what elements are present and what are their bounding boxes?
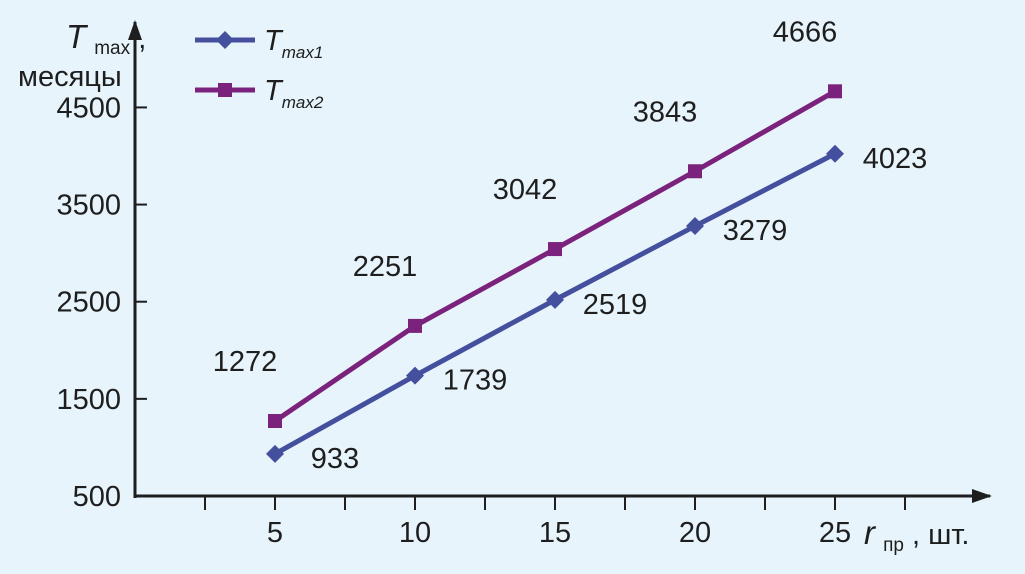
series-point-Tmax2 <box>548 242 562 257</box>
series-layer <box>266 84 844 463</box>
y-axis-ticks: 500 1500 2500 3500 4500 <box>56 92 147 513</box>
y-tick-label: 4500 <box>56 92 121 124</box>
legend-label: Tmax2 <box>264 75 324 112</box>
series-point-Tmax1 <box>406 366 424 385</box>
y-axis-title-sub: max <box>94 38 130 59</box>
series-point-Tmax1 <box>266 444 284 463</box>
x-tick-label: 20 <box>679 517 711 549</box>
legend-label-var: T <box>264 25 284 57</box>
series-point-Tmax1 <box>686 217 704 236</box>
data-label-Tmax2: 3843 <box>633 96 698 128</box>
legend-swatch-marker <box>216 31 234 49</box>
series-point-Tmax2 <box>828 84 842 99</box>
series-point-Tmax1 <box>826 144 844 163</box>
legend-label-sub: max2 <box>282 93 324 112</box>
data-label-Tmax2: 1272 <box>213 346 278 378</box>
legend-swatch-marker <box>218 83 232 97</box>
data-label-Tmax1: 1739 <box>443 365 508 397</box>
y-axis-title-var: T <box>66 18 89 55</box>
legend-item-Tmax2: Tmax2 <box>195 75 324 112</box>
data-label-Tmax1: 4023 <box>863 143 928 175</box>
x-axis-title-sub: пр <box>883 535 904 556</box>
x-tick-label: 10 <box>399 517 431 549</box>
series-point-Tmax2 <box>408 318 422 333</box>
y-axis-title-comma: , <box>138 23 146 55</box>
x-axis-title-unit: , шт. <box>912 519 970 551</box>
data-label-Tmax2: 2251 <box>353 251 418 283</box>
data-label-Tmax2: 4666 <box>773 16 838 48</box>
series-point-Tmax2 <box>268 414 282 429</box>
y-axis-title: T max , <box>66 18 146 61</box>
legend-label-sub: max1 <box>282 43 324 62</box>
legend-item-Tmax1: Tmax1 <box>195 25 323 62</box>
x-tick-label: 5 <box>267 517 283 549</box>
y-tick-label: 3500 <box>56 190 121 222</box>
y-tick-label: 2500 <box>56 287 121 319</box>
data-label-Tmax1: 933 <box>311 443 359 475</box>
y-tick-label: 1500 <box>56 384 121 416</box>
series-point-Tmax2 <box>688 164 702 179</box>
data-label-Tmax2: 3042 <box>493 174 558 206</box>
legend-label-var: T <box>264 75 284 107</box>
series-point-Tmax1 <box>546 290 564 309</box>
data-label-Tmax1: 2519 <box>583 289 648 321</box>
data-label-Tmax1: 3279 <box>723 215 788 247</box>
x-axis-ticks: 5 10 15 20 25 <box>204 496 906 549</box>
y-tick-label: 500 <box>73 481 121 513</box>
x-axis-title-var: r <box>864 514 877 551</box>
data-labels: 933 1739 2519 3279 4023 1272 2251 3042 3843 4666 <box>213 16 928 475</box>
x-tick-label: 15 <box>539 517 571 549</box>
x-tick-label: 25 <box>819 517 851 549</box>
y-axis-unit: месяцы <box>18 61 122 93</box>
x-axis-title: r пр , шт. <box>864 514 970 558</box>
legend-label: Tmax1 <box>264 25 323 62</box>
